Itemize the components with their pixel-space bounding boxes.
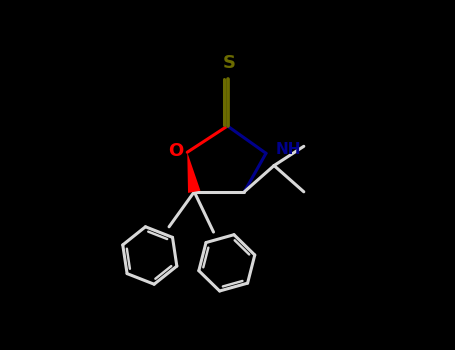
Text: NH: NH <box>276 142 301 157</box>
Text: S: S <box>223 55 236 72</box>
Text: O: O <box>168 142 183 160</box>
Polygon shape <box>187 152 201 193</box>
